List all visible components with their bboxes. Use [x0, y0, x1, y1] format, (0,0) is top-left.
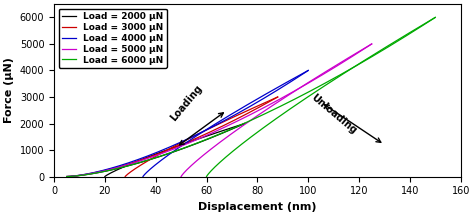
Load = 3000 μN: [242, 114, 247, 116]
Load = 6000 μN: [290, 99, 295, 102]
Load = 3000 μN: [64, 175, 70, 178]
Load = 3000 μN: [64, 175, 70, 178]
Load = 5000 μN: [246, 114, 251, 117]
Load = 5000 μN: [340, 61, 346, 64]
Line: Load = 4000 μN: Load = 4000 μN: [67, 70, 308, 176]
Load = 3000 μN: [275, 96, 281, 98]
Load = 2000 μN: [64, 175, 70, 178]
Load = 3000 μN: [193, 137, 199, 140]
Load = 6000 μN: [398, 38, 403, 41]
Load = 6000 μN: [374, 52, 380, 55]
Load = 6000 μN: [283, 102, 289, 105]
Load = 4000 μN: [207, 127, 212, 130]
Load = 2000 μN: [225, 129, 231, 132]
Load = 5000 μN: [64, 175, 70, 178]
Load = 2000 μN: [242, 122, 247, 125]
Load = 6000 μN: [65, 175, 71, 178]
Load = 4000 μN: [267, 93, 273, 96]
Load = 2000 μN: [64, 175, 70, 178]
Legend: Load = 2000 μN, Load = 3000 μN, Load = 4000 μN, Load = 5000 μN, Load = 6000 μN: Load = 2000 μN, Load = 3000 μN, Load = 4…: [59, 9, 167, 68]
X-axis label: Displacement (nm): Displacement (nm): [198, 202, 317, 212]
Load = 5000 μN: [369, 43, 374, 45]
Line: Load = 3000 μN: Load = 3000 μN: [67, 97, 278, 176]
Load = 5000 μN: [65, 175, 71, 178]
Line: Load = 2000 μN: Load = 2000 μN: [67, 124, 245, 176]
Load = 4000 μN: [283, 84, 288, 86]
Load = 5000 μN: [245, 115, 250, 118]
Load = 2000 μN: [169, 151, 175, 154]
Load = 3000 μN: [189, 139, 194, 142]
Load = 4000 μN: [212, 124, 218, 127]
Load = 6000 μN: [64, 175, 70, 178]
Load = 6000 μN: [282, 103, 288, 105]
Load = 2000 μN: [173, 150, 179, 152]
Load = 4000 μN: [305, 69, 311, 72]
Load = 5000 μN: [251, 112, 256, 114]
Line: Load = 5000 μN: Load = 5000 μN: [67, 44, 372, 176]
Load = 6000 μN: [432, 16, 438, 19]
Load = 4000 μN: [208, 127, 213, 129]
Load = 5000 μN: [321, 73, 327, 75]
Line: Load = 6000 μN: Load = 6000 μN: [67, 17, 435, 176]
Text: Loading: Loading: [168, 83, 204, 123]
Text: Unloading: Unloading: [309, 92, 358, 136]
Load = 4000 μN: [65, 175, 71, 178]
Load = 4000 μN: [64, 175, 70, 178]
Load = 3000 μN: [190, 139, 195, 141]
Load = 2000 μN: [170, 151, 175, 154]
Y-axis label: Force (μN): Force (μN): [4, 57, 14, 123]
Load = 2000 μN: [214, 134, 219, 137]
Load = 3000 μN: [255, 107, 261, 109]
